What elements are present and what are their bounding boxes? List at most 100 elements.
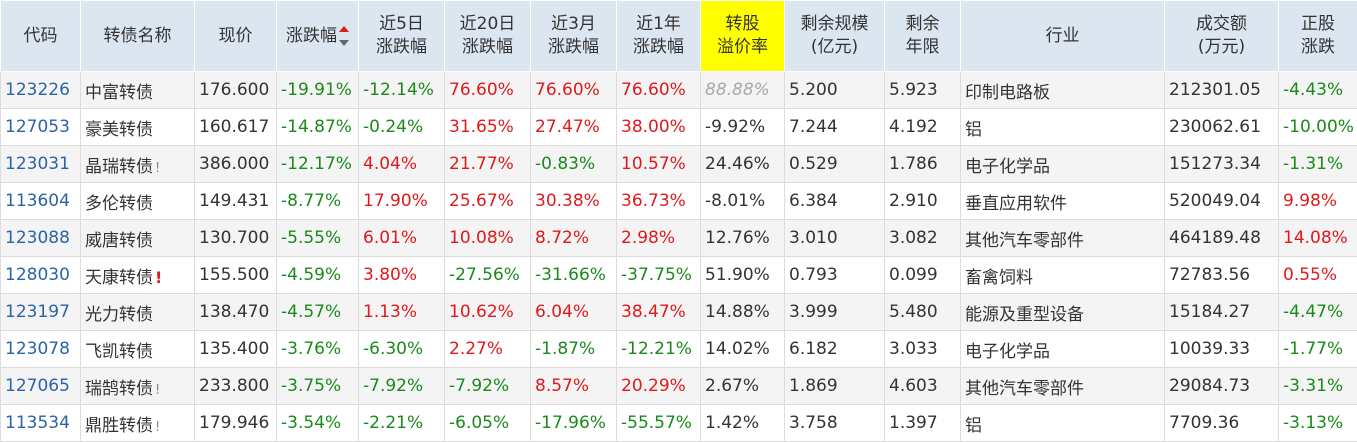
cell-chg5d: -6.30%: [359, 331, 445, 368]
cell-code[interactable]: 113534: [1, 405, 81, 442]
cell-industry: 铝: [961, 405, 1165, 442]
cell-change: -3.75%: [277, 368, 359, 405]
header-remaining-size[interactable]: 剩余规模(亿元): [785, 1, 885, 72]
cell-remaining-years: 4.192: [885, 109, 961, 146]
cell-turnover: 212301.05: [1165, 72, 1279, 109]
cell-name[interactable]: 光力转债: [81, 294, 195, 331]
header-stock-change[interactable]: 正股涨跌: [1279, 1, 1357, 72]
cell-change: -4.59%: [277, 257, 359, 294]
cell-name[interactable]: 瑞鹄转债!: [81, 368, 195, 405]
cell-code[interactable]: 128030: [1, 257, 81, 294]
cell-remaining-years: 4.603: [885, 368, 961, 405]
cell-chg3m: 76.60%: [531, 72, 617, 109]
cell-code[interactable]: 123078: [1, 331, 81, 368]
cell-name[interactable]: 天康转债!: [81, 257, 195, 294]
sort-desc-icon[interactable]: [339, 26, 349, 46]
cell-code[interactable]: 127053: [1, 109, 81, 146]
cell-price: 386.000: [195, 146, 277, 183]
header-industry[interactable]: 行业: [961, 1, 1165, 72]
header-price[interactable]: 现价: [195, 1, 277, 72]
cell-remaining-size: 0.793: [785, 257, 885, 294]
cell-name[interactable]: 豪美转债: [81, 109, 195, 146]
cell-code[interactable]: 127065: [1, 368, 81, 405]
cell-chg3m: -0.83%: [531, 146, 617, 183]
cell-remaining-size: 0.529: [785, 146, 885, 183]
cell-chg1y: 38.47%: [617, 294, 701, 331]
cell-stock-change: -1.77%: [1279, 331, 1357, 368]
cell-stock-change: 14.08%: [1279, 220, 1357, 257]
cell-turnover: 29084.73: [1165, 368, 1279, 405]
cell-chg3m: 30.38%: [531, 183, 617, 220]
cell-chg5d: 3.80%: [359, 257, 445, 294]
cell-remaining-size: 3.999: [785, 294, 885, 331]
cell-premium: 2.67%: [701, 368, 785, 405]
cell-premium: -8.01%: [701, 183, 785, 220]
header-chg5d[interactable]: 近5日涨跌幅: [359, 1, 445, 72]
cell-premium: 1.42%: [701, 405, 785, 442]
header-remaining-years[interactable]: 剩余年限: [885, 1, 961, 72]
cell-remaining-years: 2.910: [885, 183, 961, 220]
cell-chg3m: 27.47%: [531, 109, 617, 146]
cell-chg20d: 76.60%: [445, 72, 531, 109]
cell-name[interactable]: 中富转债: [81, 72, 195, 109]
cell-industry: 能源及重型设备: [961, 294, 1165, 331]
cell-turnover: 7709.36: [1165, 405, 1279, 442]
cell-stock-change: -3.13%: [1279, 405, 1357, 442]
cell-name[interactable]: 多伦转债: [81, 183, 195, 220]
cell-chg20d: -7.92%: [445, 368, 531, 405]
cell-price: 155.500: [195, 257, 277, 294]
warning-icon[interactable]: !: [155, 420, 160, 435]
cell-name[interactable]: 飞凯转债: [81, 331, 195, 368]
cell-code[interactable]: 123088: [1, 220, 81, 257]
table-header-row: 代码 转债名称 现价 涨跌幅 近5日涨跌幅 近20日涨跌幅 近3月涨跌幅 近1年…: [1, 1, 1357, 72]
cell-chg20d: 2.27%: [445, 331, 531, 368]
cell-turnover: 520049.04: [1165, 183, 1279, 220]
header-chg1y[interactable]: 近1年涨跌幅: [617, 1, 701, 72]
cell-remaining-size: 7.244: [785, 109, 885, 146]
cell-chg20d: -27.56%: [445, 257, 531, 294]
header-change[interactable]: 涨跌幅: [277, 1, 359, 72]
warning-icon[interactable]: !: [155, 161, 160, 176]
header-name[interactable]: 转债名称: [81, 1, 195, 72]
cell-code[interactable]: 123031: [1, 146, 81, 183]
cell-chg5d: -7.92%: [359, 368, 445, 405]
header-premium[interactable]: 转股溢价率: [701, 1, 785, 72]
cell-premium: 14.02%: [701, 331, 785, 368]
cell-code[interactable]: 113604: [1, 183, 81, 220]
cell-chg20d: 21.77%: [445, 146, 531, 183]
cell-remaining-years: 3.082: [885, 220, 961, 257]
cell-name[interactable]: 威唐转债: [81, 220, 195, 257]
warning-icon[interactable]: !: [155, 383, 160, 398]
cell-chg1y: 76.60%: [617, 72, 701, 109]
cell-name[interactable]: 晶瑞转债!: [81, 146, 195, 183]
cell-premium: -9.92%: [701, 109, 785, 146]
header-turnover[interactable]: 成交额(万元): [1165, 1, 1279, 72]
cell-industry: 印制电路板: [961, 72, 1165, 109]
cell-price: 135.400: [195, 331, 277, 368]
cell-name[interactable]: 鼎胜转债!: [81, 405, 195, 442]
warning-icon[interactable]: !: [155, 268, 162, 287]
cell-chg5d: -0.24%: [359, 109, 445, 146]
cell-remaining-size: 6.384: [785, 183, 885, 220]
cell-remaining-years: 1.786: [885, 146, 961, 183]
cell-chg1y: -12.21%: [617, 331, 701, 368]
header-chg3m[interactable]: 近3月涨跌幅: [531, 1, 617, 72]
header-code[interactable]: 代码: [1, 1, 81, 72]
header-chg20d[interactable]: 近20日涨跌幅: [445, 1, 531, 72]
cell-industry: 电子化学品: [961, 331, 1165, 368]
cell-code[interactable]: 123197: [1, 294, 81, 331]
cell-code[interactable]: 123226: [1, 72, 81, 109]
cell-price: 149.431: [195, 183, 277, 220]
cell-chg5d: -2.21%: [359, 405, 445, 442]
cell-chg3m: -17.96%: [531, 405, 617, 442]
